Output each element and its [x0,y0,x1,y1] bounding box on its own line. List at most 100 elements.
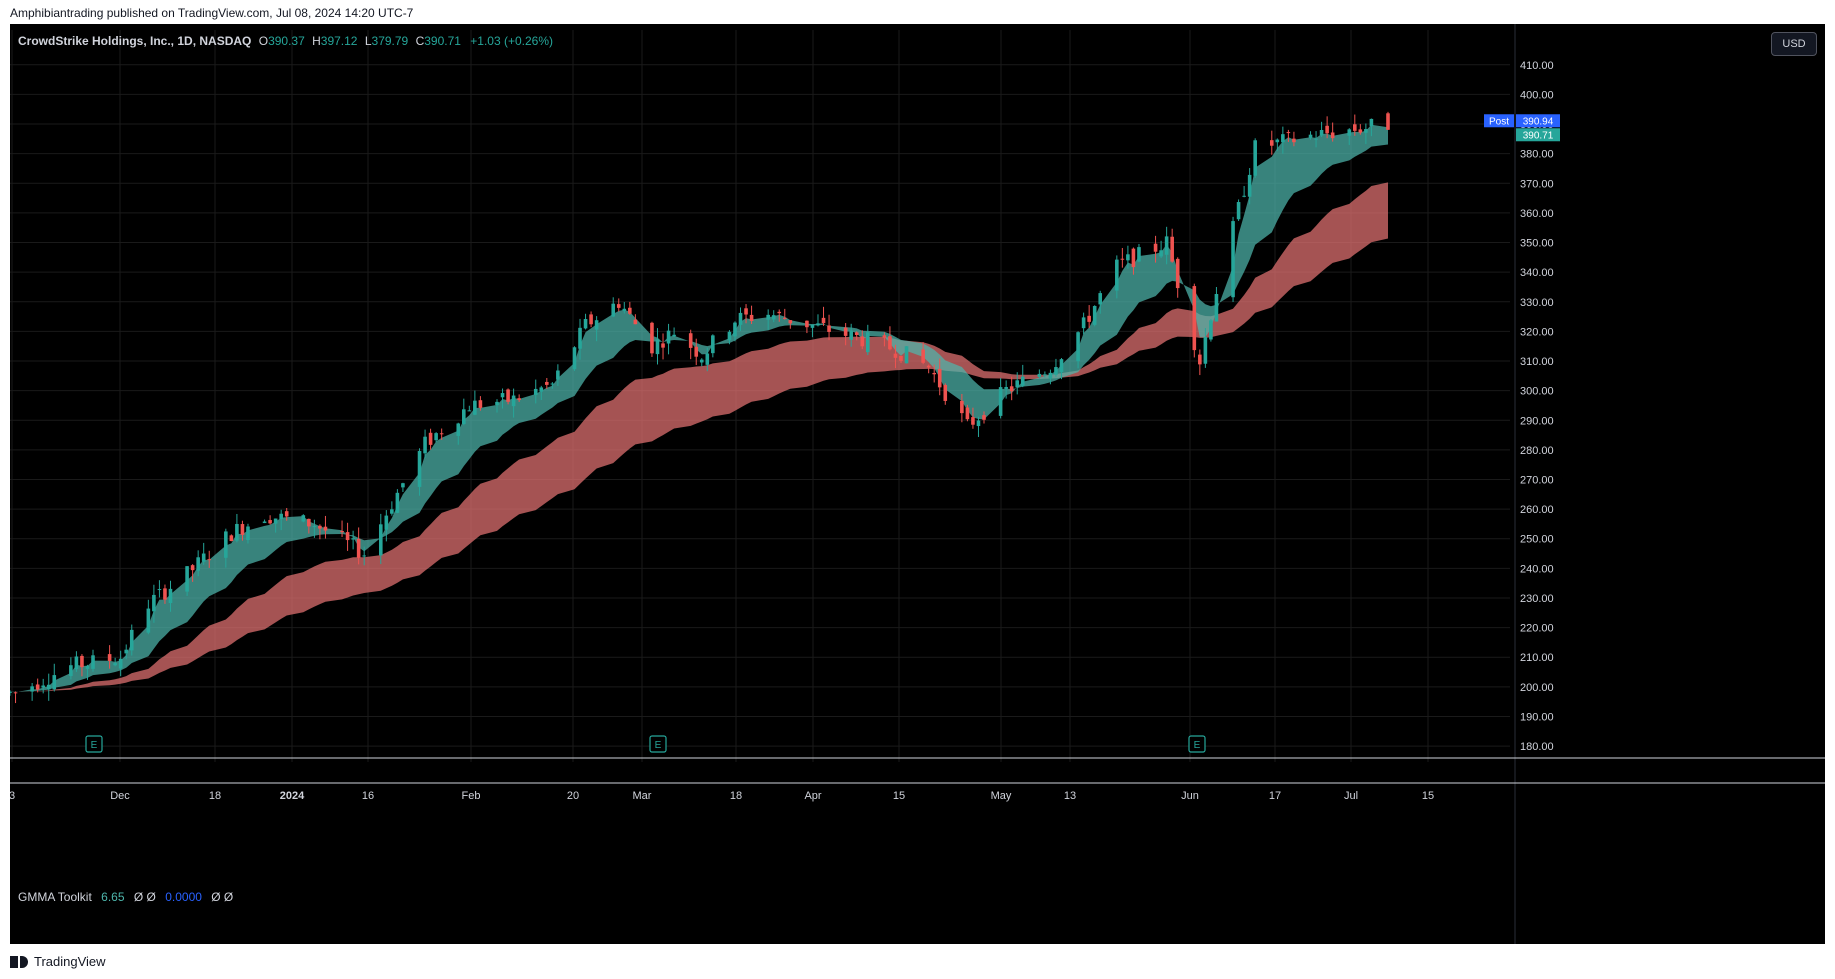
candle[interactable] [1115,255,1119,299]
candle[interactable] [982,411,986,424]
candle[interactable] [849,323,853,347]
candle[interactable] [1131,247,1136,275]
candle[interactable] [1087,305,1091,329]
candle[interactable] [91,649,95,672]
candle[interactable] [428,428,433,450]
candle[interactable] [224,528,228,568]
candle[interactable] [1358,124,1363,135]
candle[interactable] [1043,371,1047,378]
candle[interactable] [107,645,112,669]
candle[interactable] [771,310,776,323]
symbol-title[interactable]: CrowdStrike Holdings, Inc., 1D, NASDAQ [18,34,252,48]
candle[interactable] [672,327,676,338]
candle[interactable] [1153,235,1158,263]
candle[interactable] [661,333,665,360]
candle[interactable] [229,534,234,542]
candle[interactable] [1059,358,1064,380]
candle[interactable] [1198,349,1202,376]
candle[interactable] [284,508,289,521]
candle[interactable] [511,388,516,418]
candle[interactable] [572,346,577,371]
price-axis[interactable]: 410.00400.00390.00380.00370.00360.00350.… [1520,60,1554,753]
candle[interactable] [10,690,12,696]
candle[interactable] [578,318,582,360]
candle[interactable] [1242,185,1246,198]
candle[interactable] [1325,116,1329,139]
candle[interactable] [13,691,18,704]
candle[interactable] [899,355,903,364]
candle[interactable] [843,323,848,346]
candle[interactable] [965,404,970,422]
candle[interactable] [384,510,389,542]
candle[interactable] [118,650,123,677]
candle[interactable] [273,518,278,533]
candle[interactable] [323,515,328,539]
candle[interactable] [461,398,466,426]
candle[interactable] [124,644,129,660]
candle[interactable] [960,393,964,423]
candle[interactable] [1347,128,1352,145]
candle[interactable] [827,314,831,341]
candle[interactable] [622,302,627,314]
candle[interactable] [1247,168,1252,205]
candle[interactable] [35,678,40,693]
candle[interactable] [666,323,671,355]
currency-button[interactable]: USD [1771,32,1817,56]
candle[interactable] [301,514,306,523]
candle[interactable] [152,584,156,623]
candle[interactable] [41,678,46,694]
candle[interactable] [1175,257,1180,298]
candle[interactable] [1364,123,1368,144]
candle[interactable] [854,331,859,341]
earnings-marker[interactable]: E [85,735,103,753]
candle[interactable] [240,520,245,541]
candle[interactable] [439,428,444,440]
candle[interactable] [556,364,560,386]
candle[interactable] [1308,131,1313,140]
candle[interactable] [423,429,427,459]
candle[interactable] [1286,129,1291,142]
candle[interactable] [733,321,737,342]
candle[interactable] [129,624,134,656]
candle[interactable] [904,346,909,364]
candle[interactable] [1275,138,1280,151]
candle[interactable] [727,330,732,345]
candle[interactable] [378,513,383,565]
candle[interactable] [235,513,239,543]
candle[interactable] [937,358,942,396]
price-chart[interactable]: EEE410.00400.00390.00380.00370.00360.003… [10,24,1825,944]
candle[interactable] [434,432,438,443]
candle[interactable] [279,509,283,531]
candle[interactable] [888,326,892,351]
candle[interactable] [777,309,782,322]
candle[interactable] [594,316,599,342]
candle[interactable] [545,377,549,389]
candle[interactable] [1164,226,1169,265]
candle[interactable] [893,344,898,369]
candle[interactable] [185,566,189,596]
candle[interactable] [46,673,51,701]
candle[interactable] [318,524,322,540]
time-axis[interactable]: 3 Dec 18 2024 16 Feb 20 Mar 18 Apr 15 May 13 Jun 17 Jul… [10,790,1434,802]
candle[interactable] [262,519,267,524]
candle[interactable] [1214,286,1219,322]
gmma-name[interactable]: GMMA Toolkit [18,890,92,904]
candle[interactable] [1203,327,1208,368]
candle[interactable] [506,388,510,405]
candle[interactable] [926,364,931,374]
candle[interactable] [163,584,167,604]
candle[interactable] [340,520,344,538]
candle[interactable] [1076,331,1080,369]
candle[interactable] [356,527,361,565]
candle[interactable] [1192,283,1197,358]
candle[interactable] [1054,358,1058,377]
candle[interactable] [550,382,555,389]
candle[interactable] [738,307,743,331]
candle[interactable] [74,651,79,672]
candle[interactable] [146,599,151,635]
candle[interactable] [157,580,162,598]
chart-area[interactable]: EEE410.00400.00390.00380.00370.00360.003… [10,24,1825,944]
candle[interactable] [882,332,887,347]
candle[interactable] [805,320,809,334]
candle[interactable] [390,501,394,516]
